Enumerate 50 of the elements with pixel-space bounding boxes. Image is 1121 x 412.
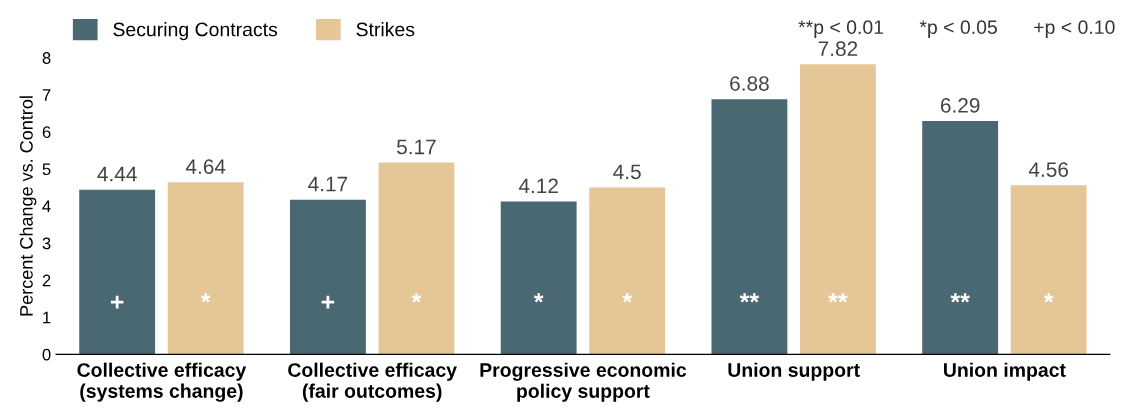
y-tick-label: 1 (43, 311, 51, 324)
y-tick-label: 3 (42, 237, 51, 250)
legend-label: Strikes (356, 22, 415, 37)
bar (922, 121, 999, 355)
annotation: * (411, 293, 422, 303)
x-tick-label: Union support (728, 362, 860, 381)
x-tick-label: Union impact (944, 362, 1066, 381)
x-tick-label: Progressive economic policy support (480, 362, 687, 402)
text: *p < 0.05 (919, 20, 997, 38)
annotation: * (200, 293, 211, 303)
bar (711, 99, 788, 355)
text: +p < 0.10 (1034, 20, 1115, 38)
data-label: 5.17 (396, 139, 436, 155)
x-tick-label: Collective efficacy (systems change) (77, 362, 247, 402)
annotation: * (622, 293, 633, 303)
y-tick-label: 2 (42, 274, 51, 287)
data-label: 4.12 (518, 178, 558, 194)
bar (289, 199, 366, 355)
legend-label: Securing Contracts (113, 22, 278, 41)
data-label: 7.82 (818, 41, 858, 57)
bar (589, 187, 666, 355)
data-label: 4.5 (613, 164, 641, 180)
annotation: ** (739, 293, 760, 303)
y-tick-label: 4 (42, 200, 51, 213)
annotation: + (321, 295, 335, 309)
data-label: 6.29 (940, 98, 980, 113)
data-label: 4.56 (1028, 162, 1069, 177)
data-label: 4.64 (185, 159, 226, 174)
y-tick-label: 6 (42, 126, 51, 139)
bar (378, 162, 455, 355)
bar (167, 182, 244, 355)
bar (1010, 185, 1087, 355)
bar (500, 201, 577, 355)
x-tick-label: Collective efficacy (fair outcomes) (288, 362, 457, 402)
annotation: * (1043, 293, 1054, 303)
y-tick-label: 7 (42, 89, 51, 101)
data-label: 6.88 (730, 76, 769, 91)
y-tick-label: 5 (42, 163, 51, 176)
annotation: ** (950, 293, 970, 303)
y-axis-title: Percent Change vs. Control (19, 96, 37, 316)
y-tick-label: 8 (42, 52, 51, 64)
annotation: * (533, 293, 544, 303)
text: **p < 0.01 (798, 20, 884, 38)
annotation: ** (828, 293, 848, 303)
annotation: + (110, 295, 124, 309)
bar (799, 64, 876, 355)
bar (79, 189, 156, 355)
data-label: 4.44 (97, 166, 137, 182)
y-tick-label: 0 (42, 348, 51, 361)
data-label: 4.17 (308, 176, 348, 192)
